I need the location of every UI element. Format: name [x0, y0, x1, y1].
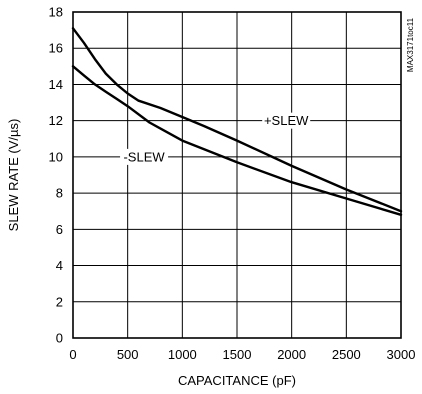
series-label-minus-slew: -SLEW [123, 149, 165, 164]
plot-frame [72, 11, 402, 339]
series-label-plus-slew: +SLEW [264, 113, 309, 128]
figure-code: MAX3171toc11 [406, 17, 415, 72]
y-tick-label: 14 [49, 77, 63, 92]
y-tick-label: 6 [56, 222, 63, 237]
grid [73, 12, 401, 338]
tick-labels: 0 500 1000 1500 2000 2500 3000 0 2 4 6 8 10 12 14 16 18 [49, 5, 416, 363]
y-tick-label: 12 [49, 113, 63, 128]
y-axis-title: SLEW RATE (V/µs) [6, 119, 21, 232]
x-tick-label: 3000 [387, 347, 416, 362]
x-tick-label: 500 [117, 347, 139, 362]
y-tick-label: 10 [49, 149, 63, 164]
series-layer [71, 27, 403, 217]
x-tick-label: 1500 [223, 347, 252, 362]
series-labels: +SLEW -SLEW [120, 112, 311, 165]
x-tick-label: 0 [69, 347, 76, 362]
series-line-plus-slew [71, 27, 403, 213]
x-tick-label: 1000 [168, 347, 197, 362]
series-line-minus-slew [71, 65, 403, 217]
y-tick-label: 0 [56, 331, 63, 346]
series-label-background [262, 112, 311, 129]
x-tick-label: 2000 [277, 347, 306, 362]
series-label-background [120, 148, 169, 165]
y-tick-label: 8 [56, 186, 63, 201]
y-tick-label: 16 [49, 41, 63, 56]
y-tick-label: 4 [56, 258, 63, 273]
x-axis-title: CAPACITANCE (pF) [178, 373, 296, 388]
x-tick-label: 2500 [332, 347, 361, 362]
y-tick-label: 2 [56, 294, 63, 309]
y-tick-label: 18 [49, 5, 63, 20]
